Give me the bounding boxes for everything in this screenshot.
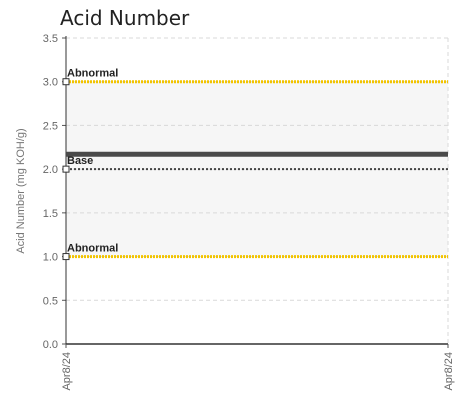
reference-label: Abnormal bbox=[67, 68, 118, 80]
y-tick-label: 1.5 bbox=[43, 208, 58, 220]
y-axis-label: Acid Number (mg KOH/g) bbox=[15, 128, 27, 253]
reference-label: Abnormal bbox=[67, 243, 118, 255]
y-tick-label: 1.0 bbox=[43, 252, 58, 264]
x-tick-label: Apr8/24 bbox=[61, 352, 73, 391]
y-tick-label: 2.5 bbox=[43, 120, 58, 132]
x-tick-label: Apr8/24 bbox=[443, 352, 455, 391]
y-tick-label: 3.0 bbox=[43, 77, 58, 89]
reference-label: Base bbox=[67, 155, 93, 167]
y-tick-label: 3.5 bbox=[43, 33, 58, 45]
y-tick-label: 0.0 bbox=[43, 339, 58, 351]
y-tick-label: 0.5 bbox=[43, 295, 58, 307]
y-tick-label: 2.0 bbox=[43, 164, 58, 176]
